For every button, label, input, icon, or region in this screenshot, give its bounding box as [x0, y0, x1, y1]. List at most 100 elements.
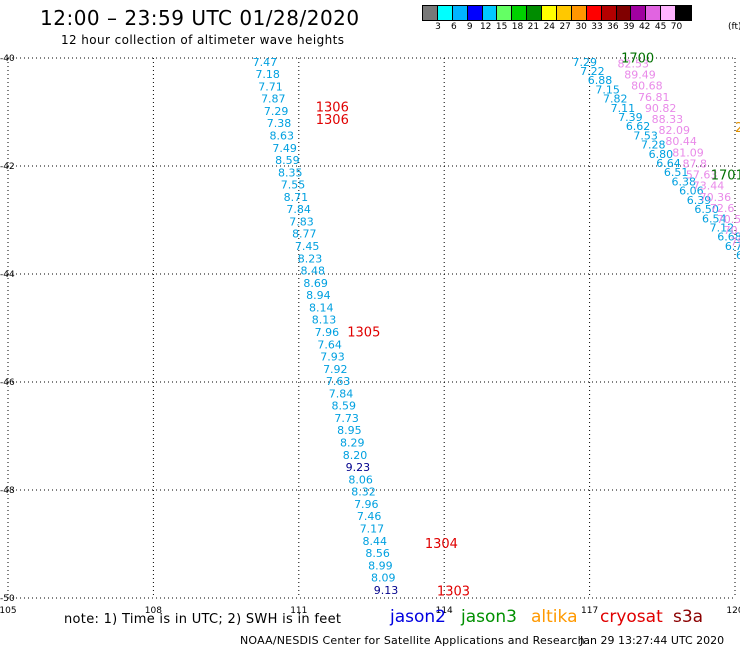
- wave-height-label: 8.48: [301, 265, 326, 278]
- color-swatch: [467, 6, 483, 20]
- wave-height-label: 8.44: [363, 535, 388, 548]
- color-swatch: [452, 6, 468, 20]
- wave-height-label: 6.88: [588, 74, 613, 87]
- wave-height-label: 7.96: [354, 498, 379, 511]
- wave-height-label: 7.29: [573, 56, 598, 69]
- wave-height-label: 8.14: [309, 301, 334, 314]
- wave-height-label: 8.69: [303, 277, 328, 290]
- wave-height-label: 7.22: [580, 65, 605, 78]
- color-scale-unit: (ft): [728, 22, 740, 32]
- wave-height-label: 8.59: [332, 400, 357, 413]
- satellite-legend-cryosat: cryosat: [600, 607, 663, 627]
- wave-height-label: 7.12: [710, 221, 735, 234]
- color-scale-tick-label: 6: [451, 22, 457, 32]
- map-subtitle: 12 hour collection of altimeter wave hei…: [61, 33, 345, 47]
- wave-height-label: 6.38: [672, 175, 697, 188]
- wave-height-label: 79.6: [730, 235, 740, 248]
- pass-time-label: 22: [735, 121, 740, 136]
- latitude-tick-label: -46: [0, 378, 15, 388]
- color-swatch: [482, 6, 498, 20]
- color-scale-tick-label: 39: [623, 22, 635, 32]
- color-scale-tick-label: 9: [466, 22, 473, 32]
- wave-height-label: 7.96: [315, 326, 340, 339]
- wave-height-label: 7.63: [326, 375, 351, 388]
- color-swatch: [661, 6, 677, 20]
- latitude-tick-label: -50: [0, 594, 15, 604]
- wave-height-label: 6.64: [656, 157, 681, 170]
- wave-height-label: 7.64: [317, 338, 342, 351]
- wave-height-label: 8.77: [292, 228, 317, 241]
- pass-time-label: 1306: [316, 113, 349, 128]
- footer-timestamp: Jan 29 13:27:44 UTC 2020: [580, 634, 725, 647]
- wave-height-label: 9.13: [374, 584, 399, 597]
- wave-height-label: 7.83: [289, 215, 314, 228]
- color-scale-tick-label: 15: [495, 22, 508, 32]
- wave-height-label: 7.15: [595, 83, 620, 96]
- satellite-legend-jason3: jason3: [461, 607, 517, 627]
- color-swatch: [631, 6, 647, 20]
- color-scale-tick-label: 12: [479, 22, 492, 32]
- wave-height-label: 7.29: [264, 105, 289, 118]
- wave-height-label: 7.82: [603, 93, 628, 106]
- color-swatch: [423, 6, 438, 20]
- color-swatch: [571, 6, 587, 20]
- wave-height-label: 7.84: [329, 387, 354, 400]
- wave-height-label: 8.94: [306, 289, 331, 302]
- pass-time-label: 1304: [425, 537, 458, 552]
- wave-height-label: 8.59: [275, 154, 300, 167]
- wave-height-label: 8.06: [348, 473, 373, 486]
- wave-height-label: 6.68: [717, 231, 740, 244]
- wave-height-label: 6.39: [687, 194, 712, 207]
- wave-height-label: 70.9: [724, 224, 740, 237]
- wave-height-label: 9.23: [346, 461, 371, 474]
- latitude-tick-label: -48: [0, 486, 15, 496]
- longitude-tick-label: 117: [581, 606, 598, 616]
- wave-height-label: 6.8: [736, 249, 740, 262]
- pass-time-label: 1303: [437, 585, 470, 600]
- longitude-tick-label: 120: [726, 606, 740, 616]
- color-swatch: [527, 6, 543, 20]
- wave-height-label: 8.56: [365, 547, 390, 560]
- wave-height-label: 8.13: [312, 314, 337, 327]
- wave-height-label: 7.45: [295, 240, 320, 253]
- latitude-tick-label: -42: [0, 162, 15, 172]
- wave-height-label: 6.54: [702, 212, 727, 225]
- color-scale-tick-label: 30: [575, 22, 587, 32]
- wave-height-label: 7.47: [253, 56, 278, 69]
- satellite-legend-jason2: jason2: [390, 607, 446, 627]
- color-swatch: [676, 6, 692, 20]
- wave-height-label: 8.99: [368, 559, 393, 572]
- color-scale-tick-label: 3: [435, 22, 441, 32]
- wave-height-label: 57.63: [686, 169, 718, 182]
- wave-height-label: 73.44: [693, 180, 725, 193]
- wave-height-label: 8.32: [351, 486, 376, 499]
- color-scale-tick-label: 70: [670, 22, 683, 32]
- wave-height-label: 6.72: [725, 240, 740, 253]
- wave-height-label: 7.49: [272, 142, 297, 155]
- longitude-tick-label: 105: [0, 606, 17, 616]
- wave-height-label: 7.11: [611, 102, 636, 115]
- wave-height-label: 7.71: [258, 80, 283, 93]
- color-swatch: [646, 6, 662, 20]
- color-swatch: [586, 6, 602, 20]
- color-scale-tick-label: 24: [543, 22, 556, 32]
- wave-height-label: 7.46: [357, 510, 382, 523]
- pass-time-label: 1700: [621, 52, 654, 67]
- color-scale-tick-label: 42: [638, 22, 651, 32]
- wave-height-label: 6.51: [664, 166, 689, 179]
- wave-height-label: 7.92: [323, 363, 348, 376]
- wave-height-label: 7.53: [633, 129, 658, 142]
- wave-height-label: 70.5: [717, 213, 740, 226]
- wave-height-label: 8.71: [284, 191, 309, 204]
- wave-height-label: 6.62: [626, 120, 651, 133]
- color-scale-bar: [422, 5, 693, 21]
- wave-height-label: 7.18: [255, 68, 280, 81]
- color-scale-tick-label: 18: [511, 22, 524, 32]
- wave-height-label: 89.49: [624, 69, 656, 82]
- color-scale-tick-label: 27: [559, 22, 571, 32]
- color-swatch: [557, 6, 572, 20]
- wave-height-label: 7.93: [320, 351, 345, 364]
- wave-height-label: 8.29: [340, 437, 365, 450]
- wave-height-label: 7.73: [334, 412, 359, 425]
